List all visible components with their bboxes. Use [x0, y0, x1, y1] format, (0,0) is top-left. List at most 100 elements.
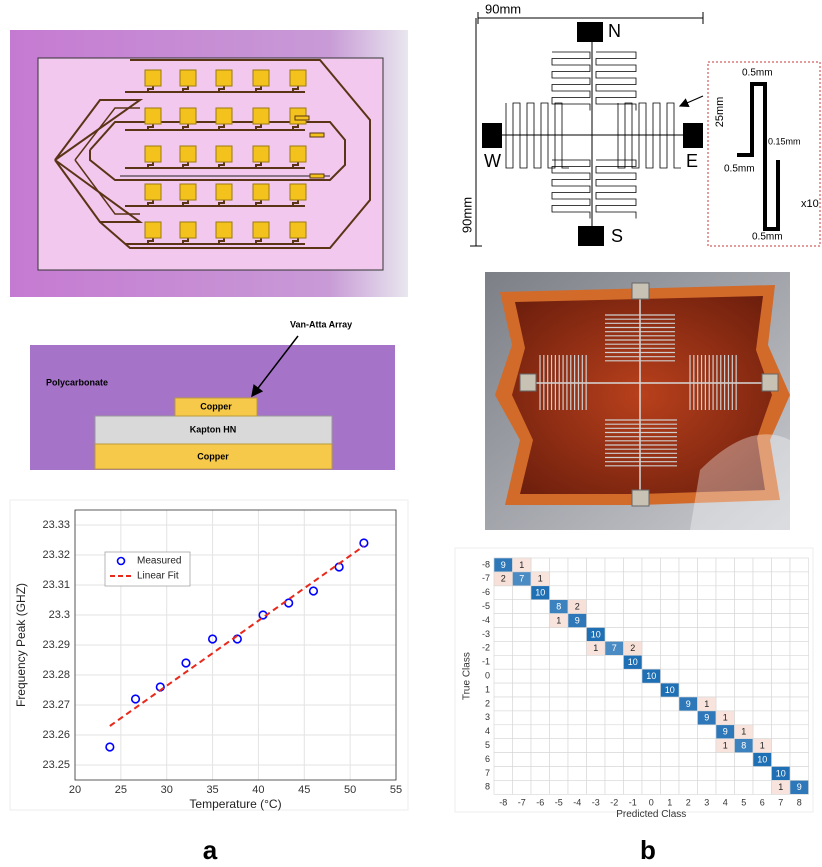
cell-frame	[513, 739, 532, 753]
cell-frame	[661, 572, 680, 586]
y-tick-label: 23.3	[49, 609, 70, 621]
cell-frame	[716, 586, 735, 600]
cell-label: 8	[556, 602, 561, 612]
y-tick-label: 1	[485, 684, 490, 694]
cell-label: 9	[704, 713, 709, 723]
x-axis-label: Predicted Class	[616, 809, 686, 820]
y-tick-label: 3	[485, 712, 490, 722]
cell-frame	[531, 628, 550, 642]
layer-label: Kapton HN	[190, 424, 237, 434]
cell-frame	[513, 711, 532, 725]
cell-frame	[513, 600, 532, 614]
patch	[180, 70, 196, 86]
patch	[253, 146, 269, 162]
cell-frame	[716, 558, 735, 572]
cell-frame	[790, 725, 809, 739]
patch	[180, 146, 196, 162]
cell-frame	[753, 600, 772, 614]
cell-frame	[772, 572, 791, 586]
cell-frame	[753, 558, 772, 572]
cell-frame	[550, 753, 569, 767]
cell-frame	[587, 655, 606, 669]
cell-frame	[605, 697, 624, 711]
y-tick-label: 23.25	[42, 759, 70, 771]
cell-frame	[605, 628, 624, 642]
y-tick-label: 5	[485, 740, 490, 750]
cell-frame	[605, 725, 624, 739]
cell-label: 1	[519, 560, 524, 570]
cell-frame	[698, 669, 717, 683]
cell-frame	[661, 753, 680, 767]
cell-frame	[550, 739, 569, 753]
cell-frame	[513, 697, 532, 711]
cell-frame	[661, 641, 680, 655]
cell-frame	[494, 669, 513, 683]
cell-frame	[661, 558, 680, 572]
cell-frame	[568, 628, 587, 642]
cell-frame	[679, 711, 698, 725]
x-tick-label: 35	[206, 784, 218, 796]
port	[577, 22, 603, 42]
cell-frame	[550, 641, 569, 655]
cell-frame	[716, 683, 735, 697]
cell-frame	[494, 725, 513, 739]
cell-frame	[642, 655, 661, 669]
cell-frame	[772, 558, 791, 572]
cell-frame	[698, 586, 717, 600]
cell-frame	[587, 739, 606, 753]
patch	[145, 108, 161, 124]
cell-frame	[587, 725, 606, 739]
panel-caption: b	[640, 835, 656, 865]
layer-label: Polycarbonate	[46, 377, 108, 387]
cell-frame	[661, 697, 680, 711]
cell-frame	[550, 697, 569, 711]
cell-frame	[716, 600, 735, 614]
cell-frame	[550, 586, 569, 600]
cell-frame	[568, 572, 587, 586]
cell-frame	[735, 753, 754, 767]
y-axis-label: Frequency Peak (GHZ)	[14, 583, 28, 707]
cell-label: 9	[797, 782, 802, 792]
cell-frame	[605, 780, 624, 794]
y-tick-label: 7	[485, 768, 490, 778]
cell-frame	[716, 767, 735, 781]
cell-frame	[513, 641, 532, 655]
x-tick-label: -5	[555, 798, 563, 808]
cell-frame	[698, 767, 717, 781]
cell-label: 10	[646, 671, 656, 681]
cell-frame	[772, 725, 791, 739]
figure: Van-Atta Array Polycarbonate Copper Kapt…	[0, 0, 822, 867]
y-tick-label: -3	[482, 629, 490, 639]
patch	[290, 146, 306, 162]
cell-frame	[790, 641, 809, 655]
cell-label: 1	[741, 727, 746, 737]
cell-frame	[735, 669, 754, 683]
cell-frame	[531, 753, 550, 767]
cell-frame	[753, 725, 772, 739]
inset-arrow	[680, 96, 703, 106]
height-label: 90mm	[459, 197, 474, 233]
panel-caption: a	[203, 835, 218, 865]
repeat-label: x10	[801, 198, 819, 210]
port	[482, 123, 502, 148]
y-tick-label: 23.28	[42, 669, 70, 681]
cell-frame	[550, 558, 569, 572]
y-tick-label: -8	[482, 559, 490, 569]
cell-frame	[698, 614, 717, 628]
cell-frame	[494, 683, 513, 697]
y-tick-label: -5	[482, 601, 490, 611]
cell-frame	[587, 780, 606, 794]
cell-frame	[531, 697, 550, 711]
cell-frame	[605, 739, 624, 753]
cell-frame	[494, 753, 513, 767]
cell-frame	[568, 767, 587, 781]
cell-frame	[531, 739, 550, 753]
legend-label: Linear Fit	[137, 571, 179, 582]
cell-frame	[568, 725, 587, 739]
dimension-label: 0.5mm	[742, 68, 773, 79]
cell-frame	[568, 711, 587, 725]
cell-frame	[772, 641, 791, 655]
cell-frame	[661, 628, 680, 642]
cell-frame	[716, 753, 735, 767]
cell-frame	[550, 683, 569, 697]
